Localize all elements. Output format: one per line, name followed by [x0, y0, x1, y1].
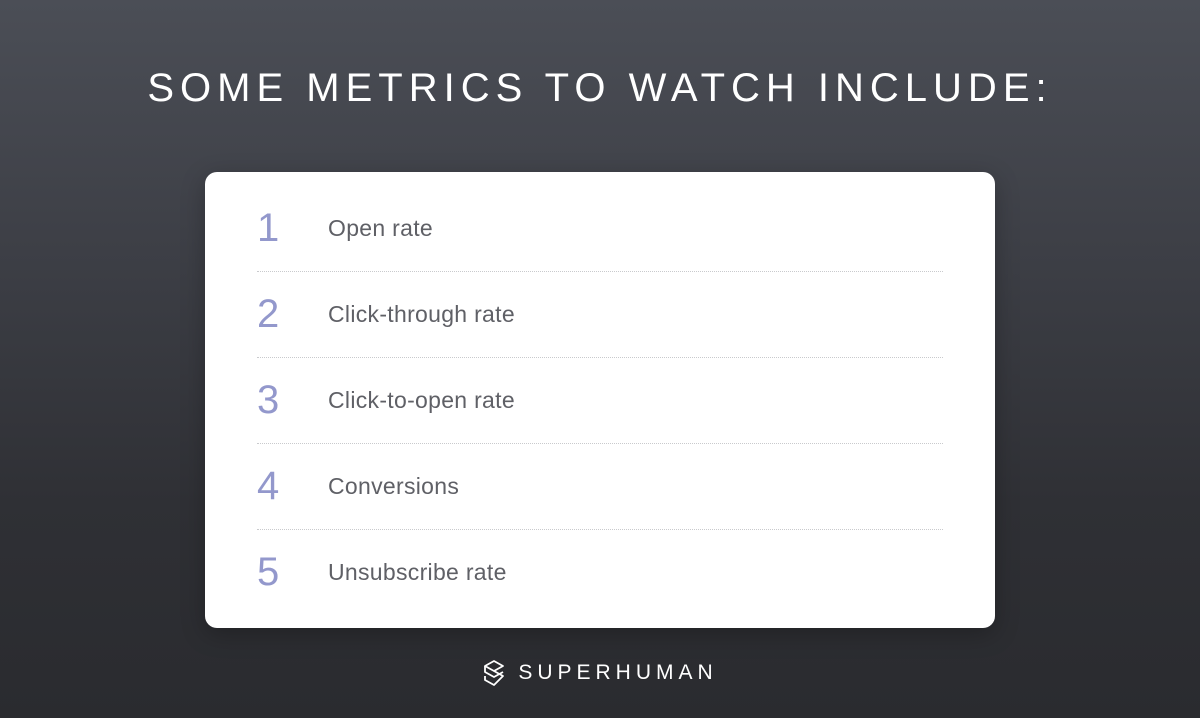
page-headline: SOME METRICS TO WATCH INCLUDE: [147, 66, 1053, 110]
metric-label: Unsubscribe rate [328, 559, 507, 585]
metric-label: Click-to-open rate [328, 387, 515, 413]
metric-row-click-through-rate: 2 Click-through rate [257, 272, 943, 358]
superhuman-logo-icon [482, 659, 506, 687]
metric-number: 1 [257, 206, 280, 250]
metrics-card: 1 Open rate 2 Click-through rate 3 Click… [205, 172, 995, 628]
metric-row-unsubscribe-rate: 5 Unsubscribe rate [257, 530, 943, 615]
metric-number: 2 [257, 292, 280, 336]
metric-label: Conversions [328, 473, 460, 499]
brand-name: SUPERHUMAN [518, 661, 718, 684]
metric-row-click-to-open-rate: 3 Click-to-open rate [257, 358, 943, 444]
metric-number: 3 [257, 378, 280, 422]
metrics-list: 1 Open rate 2 Click-through rate 3 Click… [257, 186, 943, 615]
metric-label: Open rate [328, 215, 433, 241]
metric-number: 4 [257, 464, 280, 508]
brand-footer: SUPERHUMAN [0, 658, 1200, 688]
metric-row-open-rate: 1 Open rate [257, 186, 943, 272]
metric-row-conversions: 4 Conversions [257, 444, 943, 530]
metric-label: Click-through rate [328, 301, 515, 327]
metric-number: 5 [257, 550, 280, 594]
